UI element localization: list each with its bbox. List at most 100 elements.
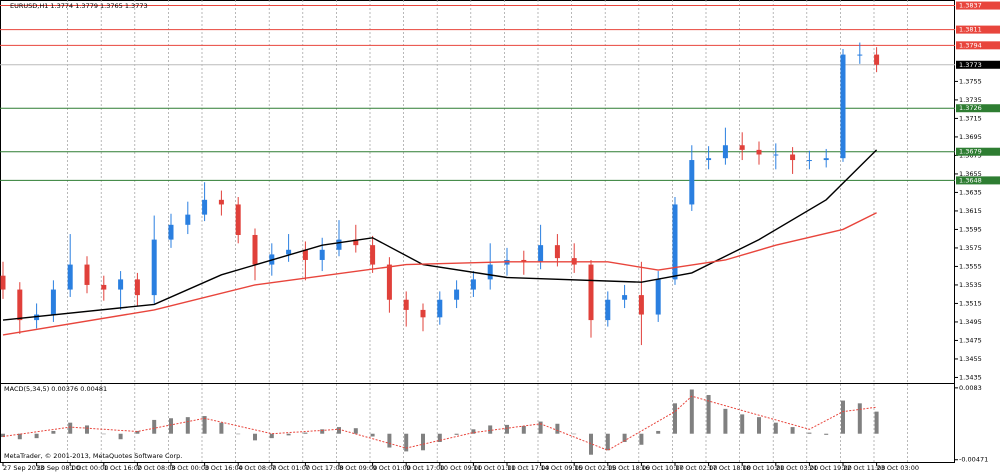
x-tick-label: 9 Oct 17:00 xyxy=(406,464,444,472)
y-tick-label: 1.3715 xyxy=(959,114,982,122)
current-price-tag xyxy=(956,60,1000,69)
x-tick-label: 7 Oct 01:00 xyxy=(272,464,310,472)
candle-body xyxy=(151,239,157,296)
macd-bar xyxy=(303,432,308,434)
x-tick-label: 4 Oct 08:00 xyxy=(238,464,276,472)
x-tick-label: 3 Oct 16:00 xyxy=(205,464,243,472)
y-tick-label: 1.3555 xyxy=(959,262,982,270)
y-tick-label: 1.3595 xyxy=(959,225,982,233)
candle-body xyxy=(235,204,241,235)
y-tick-label: 1.3655 xyxy=(959,170,982,178)
macd-bar xyxy=(437,433,442,443)
level-line-label: 1.3726 xyxy=(959,104,982,112)
macd-bar xyxy=(353,428,358,434)
x-tick-label: 21 Oct 19:00 xyxy=(809,464,851,472)
candle-body xyxy=(134,279,140,296)
level-line-tag xyxy=(956,41,1000,50)
y-tick-label: 1.3535 xyxy=(959,281,982,289)
macd-bar xyxy=(622,433,627,443)
candle-body xyxy=(437,299,443,318)
y-tick-label: 1.3475 xyxy=(959,336,982,344)
candle-body xyxy=(874,54,880,65)
y-tick-label: 1.3435 xyxy=(959,373,982,381)
candle-body xyxy=(773,154,779,156)
macd-bar xyxy=(202,416,207,434)
moving-average xyxy=(2,149,878,321)
macd-bar xyxy=(219,422,224,434)
candle-body xyxy=(840,54,846,159)
x-tick-label: 1 Oct 16:00 xyxy=(104,464,142,472)
candle-body xyxy=(521,259,527,262)
candle-body xyxy=(487,264,493,280)
y-tick-label: 1.3615 xyxy=(959,207,982,215)
x-tick-label: 10 Oct 09:00 xyxy=(440,464,482,472)
macd-bar xyxy=(269,433,274,439)
indicator-panel xyxy=(1,389,879,455)
macd-bar xyxy=(639,433,644,445)
plot-frame xyxy=(0,0,955,463)
level-line-label: 1.3837 xyxy=(959,2,982,10)
candle-body xyxy=(0,275,6,290)
level-line-label: 1.3648 xyxy=(959,176,982,184)
macd-bar xyxy=(673,403,677,434)
candle-body xyxy=(17,289,23,321)
macd-bar xyxy=(169,418,173,434)
candle-body xyxy=(353,239,359,246)
current-price-label: 1.3773 xyxy=(959,61,982,69)
candle-body xyxy=(50,289,56,315)
level-line-label: 1.3811 xyxy=(959,26,982,34)
macd-bar xyxy=(421,433,425,451)
candle-body xyxy=(538,245,544,262)
x-tick-label: 18 Oct 10:00 xyxy=(742,464,784,472)
candle-body xyxy=(790,154,796,161)
candle-body xyxy=(302,249,308,260)
candle-body xyxy=(739,145,745,150)
x-tick-label: 3 Oct 00:00 xyxy=(171,464,209,472)
x-tick-label: 8 Oct 09:00 xyxy=(339,464,377,472)
candle-body xyxy=(689,160,695,205)
macd-bar xyxy=(404,433,409,452)
candle-body xyxy=(202,199,208,215)
y-tick-label: 1.3495 xyxy=(959,318,982,326)
macd-bar xyxy=(605,433,610,451)
candle-body xyxy=(470,279,476,290)
x-tick-label: 11 Oct 17:00 xyxy=(507,464,549,472)
candle-body xyxy=(420,309,426,318)
x-tick-label: 22 Oct 11:00 xyxy=(843,464,885,472)
candle-body xyxy=(722,145,728,159)
x-tick-label: 15 Oct 02:00 xyxy=(574,464,616,472)
candle-body xyxy=(370,245,376,265)
macd-bar xyxy=(773,422,778,434)
x-tick-label: 17 Oct 18:00 xyxy=(709,464,751,472)
candle-body xyxy=(454,289,460,300)
candle-body xyxy=(168,224,174,240)
x-tick-label: 30 Sep 08:00 xyxy=(37,464,80,472)
macd-bar xyxy=(589,433,593,455)
candle-body xyxy=(386,264,392,300)
macd-bar xyxy=(824,433,829,435)
x-tick-label: 21 Oct 03:00 xyxy=(776,464,818,472)
y-tick-label: 1.3755 xyxy=(959,77,982,85)
macd-bar xyxy=(1,433,5,438)
x-tick-label: 27 Sep 2013 xyxy=(3,464,44,472)
x-tick-label: 2 Oct 08:00 xyxy=(137,464,175,472)
candle-body xyxy=(218,199,224,205)
chart-title: EURUSD,H1 1.3774 1.3779 1.3765 1.3773 xyxy=(10,2,148,10)
candle-body xyxy=(319,249,325,260)
x-tick-label: 11 Oct 01:00 xyxy=(473,464,515,472)
macd-bar xyxy=(521,425,526,434)
level-line-tag xyxy=(956,104,1000,113)
y-tick-label: 1.3695 xyxy=(959,133,982,141)
candle-body xyxy=(605,299,611,321)
macd-bar xyxy=(790,427,795,434)
y-tick-label: 1.3575 xyxy=(959,244,982,252)
macd-bar xyxy=(488,425,493,434)
x-tick-label: 7 Oct 17:00 xyxy=(305,464,343,472)
x-tick-label: 15 Oct 18:00 xyxy=(608,464,650,472)
macd-bar xyxy=(555,423,560,434)
macd-bar xyxy=(51,430,56,434)
macd-bar xyxy=(236,433,241,435)
y-tick-label: 0.0083 xyxy=(959,384,982,392)
grid xyxy=(67,0,908,463)
macd-bar xyxy=(34,433,39,439)
